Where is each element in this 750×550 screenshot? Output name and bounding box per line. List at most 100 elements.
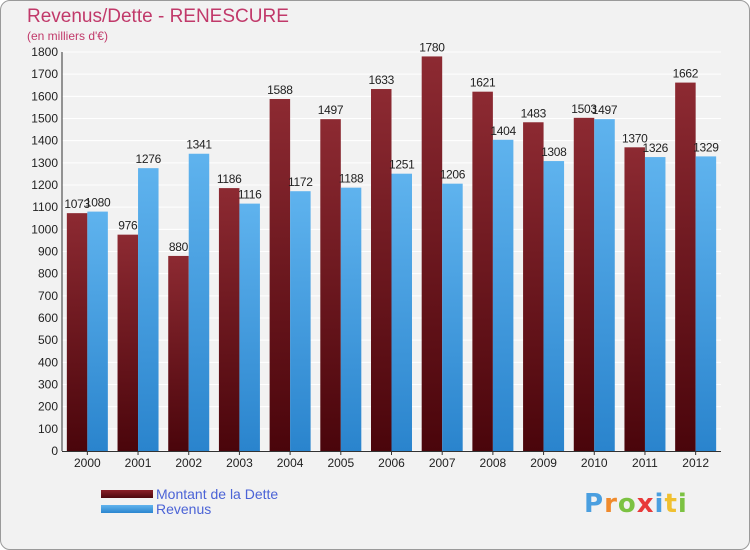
legend-label-debt: Montant de la Dette [156,486,279,502]
data-label-debt: 1503 [571,102,597,116]
logo-letter: x [636,489,655,519]
data-label-revenue: 1326 [642,141,668,155]
logo-letter: i [654,489,665,519]
x-tick-label: 2003 [226,456,253,470]
bar-revenue [340,187,362,451]
bar-debt [573,117,595,452]
data-label-debt: 1073 [64,197,90,211]
legend-swatch-debt [101,490,153,498]
x-tick-label: 2011 [632,456,658,470]
bar-revenue [138,168,159,452]
data-label-debt: 1662 [673,67,699,81]
y-tick-label: 1700 [31,67,58,81]
x-tick-label: 2001 [125,456,152,470]
logo-letter: t [664,489,678,519]
x-tick-label: 2012 [682,456,709,470]
x-tick-label: 2004 [277,456,304,470]
logo-letter: P [584,489,605,519]
x-tick-label: 2008 [480,456,507,470]
logo-letter: r [604,489,618,519]
data-label-revenue: 1404 [490,124,516,138]
bar-debt [66,213,88,451]
data-label-debt: 880 [169,240,189,254]
bar-revenue [442,183,463,452]
x-tick-label: 2007 [429,456,456,470]
bar-revenue [543,161,565,451]
x-tick-label: 2005 [327,456,354,470]
x-tick-label: 2010 [581,456,608,470]
bar-revenue [239,203,260,451]
logo-letter: o [617,489,637,519]
y-tick-label: 1400 [31,134,58,148]
bar-debt [472,91,493,451]
bar-debt [675,82,696,451]
data-label-debt: 976 [118,219,138,233]
y-tick-label: 600 [38,311,58,325]
y-tick-label: 0 [51,444,58,458]
data-label-debt: 1370 [622,131,648,145]
y-tick-label: 1100 [32,200,58,214]
bar-debt [168,255,189,451]
y-tick-label: 1300 [31,156,58,170]
bar-debt [218,188,240,451]
data-label-debt: 1633 [369,73,395,87]
data-label-debt: 1186 [217,172,242,186]
x-tick-label: 2009 [530,456,557,470]
data-label-revenue: 1206 [440,168,466,182]
bar-debt [371,89,392,451]
bar-debt [269,98,291,451]
data-label-revenue: 1116 [238,188,262,202]
data-label-revenue: 1341 [186,138,212,152]
bar-debt [624,147,645,452]
chart-title: Revenus/Dette - RENESCURE [27,6,289,27]
data-label-revenue: 1276 [136,152,162,166]
logo-letter: i [677,489,688,519]
y-tick-label: 1200 [31,178,58,192]
data-label-revenue: 1080 [85,196,111,210]
y-tick-label: 500 [38,333,58,347]
bar-revenue [594,119,615,451]
x-tick-label: 2000 [74,456,101,470]
y-tick-label: 100 [38,422,58,436]
y-tick-label: 400 [38,355,58,369]
data-label-revenue: 1172 [288,175,313,189]
data-label-revenue: 1497 [592,103,618,117]
data-label-revenue: 1251 [389,158,415,172]
bar-debt [320,119,341,451]
x-tick-label: 2002 [175,456,202,470]
data-label-debt: 1497 [318,103,344,117]
bar-debt [421,56,443,451]
y-tick-label: 1000 [31,222,58,236]
y-tick-label: 300 [38,378,58,392]
bar-debt [117,234,139,451]
y-tick-label: 700 [38,289,58,303]
y-tick-label: 800 [38,267,58,281]
y-tick-label: 1800 [31,45,58,59]
proxiti-logo: Proxiti [584,489,688,519]
y-tick-label: 900 [38,245,58,259]
y-tick-label: 200 [38,400,58,414]
data-label-debt: 1588 [267,83,293,97]
bar-revenue [492,139,514,451]
x-tick-label: 2006 [378,456,405,470]
bar-revenue [695,156,717,451]
data-label-revenue: 1188 [339,172,364,186]
data-label-revenue: 1329 [693,140,719,154]
data-label-debt: 1780 [419,40,445,54]
chart-subtitle: (en milliers d'€) [27,29,108,43]
bar-revenue [391,173,412,451]
data-label-debt: 1483 [521,106,547,120]
legend-swatch-revenue [101,505,153,513]
bar-revenue [290,191,311,451]
bar-revenue [87,211,108,451]
legend-label-revenue: Revenus [156,501,212,517]
bar-revenue [188,153,210,451]
bar-debt [523,122,544,451]
data-label-revenue: 1308 [541,145,567,159]
y-tick-label: 1500 [31,112,58,126]
y-tick-label: 1600 [31,89,58,103]
bar-revenue [644,157,666,451]
data-label-debt: 1621 [470,76,496,90]
